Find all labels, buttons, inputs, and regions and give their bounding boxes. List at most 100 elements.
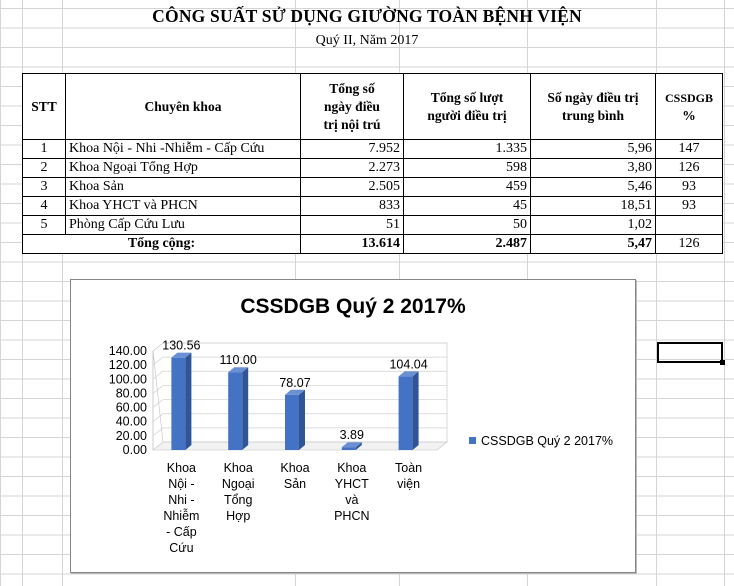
header-text: ngày điều	[324, 98, 380, 114]
chart-gridline	[152, 385, 447, 394]
cell-cs[interactable]	[655, 215, 723, 235]
cell-ngay[interactable]: 2.505	[300, 177, 404, 197]
data-label: 78.07	[279, 376, 310, 390]
bar-side	[242, 367, 249, 450]
header-text: Tổng số lượt	[430, 89, 504, 105]
cell-luot[interactable]: 1.335	[403, 139, 531, 159]
cell-stt[interactable]: 3	[22, 177, 66, 197]
y-tick-label: 60.00	[116, 401, 147, 415]
cell-luot[interactable]: 45	[403, 196, 531, 216]
header-avg-days[interactable]: Số ngày điều trị trung bình	[530, 73, 656, 140]
chart-gridline	[152, 427, 447, 437]
cell-cs[interactable]: 126	[655, 158, 723, 178]
data-label: 3.89	[340, 428, 364, 442]
cell-tb[interactable]: 18,51	[530, 196, 656, 216]
cell-tb[interactable]: 5,46	[530, 177, 656, 197]
chart-gridline	[152, 413, 447, 422]
header-cssdgb[interactable]: CSSDGB %	[655, 73, 723, 140]
cell-khoa[interactable]: Khoa YHCT và PHCN	[65, 196, 301, 216]
grid-column-line	[62, 0, 63, 586]
cell-stt[interactable]: 5	[22, 215, 66, 235]
chart-gridline	[152, 342, 447, 352]
table-row: 1 Khoa Nội - Nhi -Nhiễm - Cấp Cứu 7.952 …	[22, 139, 723, 159]
table-row: 2 Khoa Ngoại Tổng Hợp 2.273 598 3,80 126	[22, 158, 723, 178]
embedded-chart[interactable]: CSSDGB Quý 2 2017% 0.00 20.00 40.00 60.00 80.…	[70, 279, 636, 573]
table-row: 3 Khoa Sản 2.505 459 5,46 93	[22, 177, 723, 197]
cell-cs[interactable]: 93	[655, 196, 723, 216]
x-tick-label: Cứu	[169, 541, 193, 555]
cell-stt[interactable]: 2	[22, 158, 66, 178]
cell-luot[interactable]: 50	[403, 215, 531, 235]
total-tb[interactable]: 5,47	[530, 234, 656, 254]
cell-tb[interactable]: 5,96	[530, 139, 656, 159]
cell-ngay[interactable]: 51	[300, 215, 404, 235]
cell-tb[interactable]: 1,02	[530, 215, 656, 235]
header-text: trung bình	[562, 107, 624, 123]
cell-khoa[interactable]: Phòng Cấp Cứu Lưu	[65, 215, 301, 235]
cell-cs[interactable]: 93	[655, 177, 723, 197]
chart-gridline	[152, 441, 447, 451]
header-text: người điều trị	[427, 107, 507, 123]
table-row: 4 Khoa YHCT và PHCN 833 45 18,51 93	[22, 196, 723, 216]
bar-side	[355, 442, 362, 450]
cell-stt[interactable]: 1	[22, 139, 66, 159]
header-chuyen-khoa[interactable]: Chuyên khoa	[65, 73, 301, 140]
table-row: 5 Phòng Cấp Cứu Lưu 51 50 1,02	[22, 215, 723, 235]
selected-cell[interactable]	[657, 342, 725, 365]
x-tick-label: Ngoại	[222, 477, 255, 491]
x-tick-label: Khoa	[167, 461, 196, 475]
bar-top	[171, 352, 192, 358]
x-tick-label: Hợp	[226, 509, 250, 523]
x-tick-label: và	[345, 493, 358, 507]
data-label: 110.00	[220, 353, 257, 367]
legend-swatch	[469, 437, 476, 444]
bar	[398, 376, 413, 450]
bar-chart: CSSDGB Quý 2 2017% 0.0020.0040.0060.0080.…	[109, 295, 613, 555]
x-tick-label: YHCT	[335, 477, 369, 491]
total-ngay[interactable]: 13.614	[300, 234, 404, 254]
data-label: 104.04	[389, 357, 427, 371]
cell-tb[interactable]: 3,80	[530, 158, 656, 178]
y-tick-label: 20.00	[116, 429, 147, 443]
cell-luot[interactable]: 598	[403, 158, 531, 178]
grid-column-line	[656, 0, 657, 586]
header-text: Tổng số	[329, 80, 375, 96]
cell-stt[interactable]: 4	[22, 196, 66, 216]
header-text: CSSDGB	[664, 90, 714, 105]
chart-gridline	[152, 356, 447, 366]
table-total-row: Tổng cộng: 13.614 2.487 5,47 126	[22, 234, 723, 254]
report-subtitle: Quý II, Năm 2017	[315, 33, 419, 48]
header-text: trị nội trú	[323, 116, 381, 132]
cell-ngay[interactable]: 833	[300, 196, 404, 216]
x-tick-label: Nhiễm	[163, 508, 199, 523]
y-tick-label: 0.00	[123, 443, 147, 457]
cell-ngay[interactable]: 7.952	[300, 139, 404, 159]
bar-top	[341, 442, 362, 448]
cell-khoa[interactable]: Khoa Ngoại Tổng Hợp	[65, 158, 301, 178]
cell-cs[interactable]: 147	[655, 139, 723, 159]
x-tick-label: Sản	[284, 477, 306, 491]
data-label: 130.56	[162, 339, 200, 353]
y-tick-label: 100.00	[109, 372, 147, 386]
header-total-days[interactable]: Tổng số ngày điều trị nội trú	[300, 73, 404, 140]
x-tick-label: Khoa	[337, 461, 366, 475]
grid-column-line	[22, 0, 23, 586]
total-label[interactable]: Tổng cộng:	[22, 234, 301, 254]
header-total-patients[interactable]: Tổng số lượt người điều trị	[403, 73, 531, 140]
chart-gridline	[152, 370, 447, 380]
cell-ngay[interactable]: 2.273	[300, 158, 404, 178]
cell-khoa[interactable]: Khoa Sản	[65, 177, 301, 197]
x-tick-label: Toàn	[395, 461, 422, 475]
y-tick-label: 120.00	[109, 358, 147, 372]
x-tick-label: - Cấp	[166, 525, 197, 539]
grid-column-line	[724, 0, 725, 586]
cell-luot[interactable]: 459	[403, 177, 531, 197]
bar	[285, 394, 299, 450]
total-cs[interactable]: 126	[655, 234, 723, 254]
legend-label: CSSDGB Quý 2 2017%	[481, 434, 613, 448]
total-luot[interactable]: 2.487	[403, 234, 531, 254]
cell-khoa[interactable]: Khoa Nội - Nhi -Nhiễm - Cấp Cứu	[65, 139, 301, 159]
report-title: CÔNG SUẤT SỬ DỤNG GIƯỜNG TOÀN BỆNH VIỆN	[152, 6, 582, 26]
x-tick-label: Khoa	[224, 461, 253, 475]
header-stt[interactable]: STT	[22, 73, 66, 140]
